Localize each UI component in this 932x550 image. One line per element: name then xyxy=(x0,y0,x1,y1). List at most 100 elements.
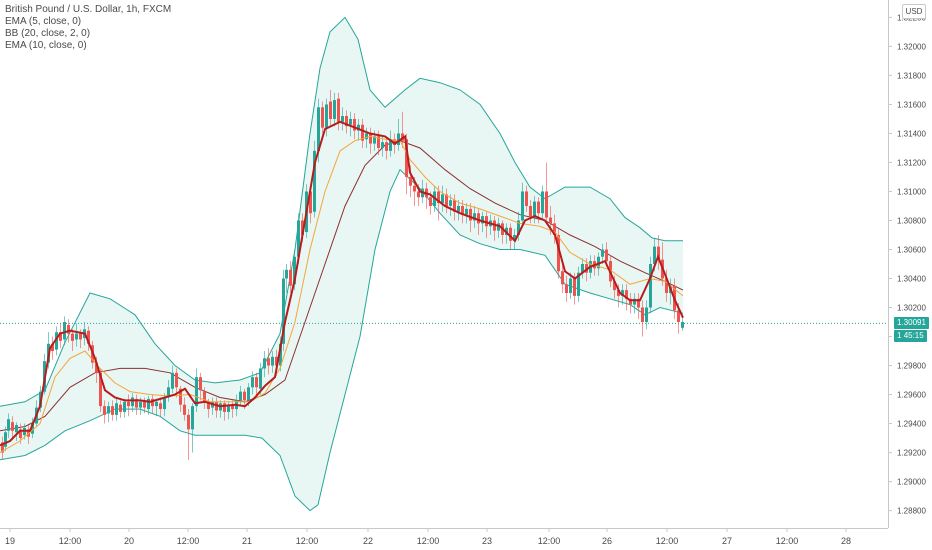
candle xyxy=(349,111,352,137)
candle xyxy=(71,329,74,352)
candle xyxy=(337,92,340,131)
candle-body xyxy=(163,397,166,410)
candle-body xyxy=(75,333,78,340)
candle xyxy=(151,394,154,414)
candle-body xyxy=(1,442,4,453)
time-axis-bg xyxy=(0,528,932,550)
legend-bb[interactable]: BB (20, close, 2, 0) xyxy=(5,28,91,39)
candle-body xyxy=(481,216,484,224)
candle-body xyxy=(665,278,668,294)
candle-body xyxy=(653,246,656,264)
candle-body xyxy=(369,133,372,144)
candle-body xyxy=(353,118,356,131)
candle-body xyxy=(341,116,344,122)
candle-body xyxy=(131,397,134,407)
candle-body xyxy=(325,104,328,128)
candle-body xyxy=(373,136,376,144)
candle xyxy=(333,92,336,127)
time-axis[interactable]: 19 12:00 20 12:00 21 12:00 22 12:00 23 12:00 26 12:… xyxy=(0,528,932,550)
candle xyxy=(601,243,604,264)
candle xyxy=(107,401,110,423)
currency-button[interactable]: USD xyxy=(902,4,926,19)
candle xyxy=(321,101,324,134)
candle-body xyxy=(457,205,460,212)
candle xyxy=(111,400,114,421)
candle-body xyxy=(605,249,608,262)
candle-body xyxy=(51,343,54,352)
candle xyxy=(131,393,134,412)
candle-body xyxy=(657,246,660,260)
candle-body xyxy=(19,429,22,439)
candle-body xyxy=(67,324,70,334)
candle-body xyxy=(513,234,516,241)
y-tick-label: 1.30400 xyxy=(897,275,926,284)
candle xyxy=(127,394,130,417)
candle-body xyxy=(267,358,270,366)
candle xyxy=(231,400,234,418)
candle xyxy=(345,110,348,134)
last-price-tag: 1.30091 xyxy=(894,317,929,330)
price-axis[interactable]: 1.322001.320001.318001.316001.314001.312… xyxy=(888,0,932,550)
candle-body xyxy=(445,194,448,206)
candle-body xyxy=(677,310,680,323)
candle xyxy=(325,98,328,137)
candle-body xyxy=(333,100,336,119)
x-tick-label: 28 xyxy=(841,536,851,546)
candle xyxy=(681,316,684,331)
candle-body xyxy=(469,208,472,221)
candle-body xyxy=(187,414,190,430)
candle xyxy=(155,398,158,417)
x-tick-label: 12:00 xyxy=(59,536,82,546)
candle-body xyxy=(167,387,170,398)
candle-body xyxy=(453,200,456,212)
candle xyxy=(55,326,58,356)
candle xyxy=(51,336,54,360)
candle-body xyxy=(521,191,524,221)
candle-body xyxy=(681,322,684,328)
legend-ema5[interactable]: EMA (5, close, 0) xyxy=(5,16,82,27)
candle-body xyxy=(115,403,118,415)
candle xyxy=(199,372,202,401)
candle xyxy=(123,398,126,418)
candle-body xyxy=(357,124,360,131)
candle xyxy=(147,396,150,415)
candle-body xyxy=(637,298,640,308)
candle-body xyxy=(617,290,620,296)
candle xyxy=(529,200,532,224)
candle xyxy=(649,256,652,314)
candle xyxy=(115,398,118,421)
y-tick-label: 1.29800 xyxy=(897,362,926,371)
candle-body xyxy=(517,220,520,235)
y-tick-label: 1.29600 xyxy=(897,391,926,400)
candle-body xyxy=(95,362,98,373)
candle xyxy=(271,351,274,373)
candle-body xyxy=(533,201,536,218)
candle xyxy=(389,130,392,157)
bb-upper-line xyxy=(0,16,683,407)
candle xyxy=(75,323,78,347)
candle xyxy=(329,89,332,127)
candle xyxy=(369,127,372,154)
candle-body xyxy=(99,372,102,407)
candle-body xyxy=(4,432,7,447)
candle-body xyxy=(613,281,616,291)
legend-symbol[interactable]: British Pound / U.S. Dollar, 1h, FXCM xyxy=(5,4,172,15)
candle xyxy=(457,200,460,221)
candle xyxy=(637,293,640,320)
legend-ema10[interactable]: EMA (10, close, 0) xyxy=(5,40,87,51)
candle-body xyxy=(251,377,254,388)
candle-body xyxy=(203,391,206,402)
candle xyxy=(255,372,258,395)
y-tick-label: 1.31000 xyxy=(897,187,926,196)
candle xyxy=(477,208,480,235)
candle-body xyxy=(143,401,146,408)
candle-body xyxy=(151,398,154,407)
candle-body xyxy=(127,401,130,407)
candle xyxy=(453,194,456,221)
candle-body xyxy=(625,290,628,299)
candle xyxy=(533,195,536,224)
candle xyxy=(445,188,448,214)
candle-body xyxy=(271,356,274,366)
candle-body xyxy=(477,213,480,224)
